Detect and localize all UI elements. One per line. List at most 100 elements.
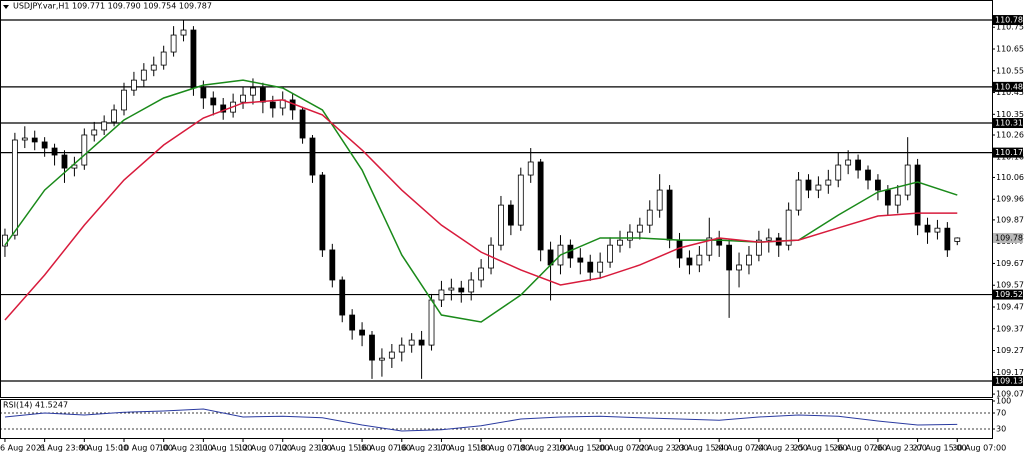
candle-body <box>736 264 742 271</box>
y-tick-label: 109.670 <box>996 259 1024 268</box>
candle-body <box>309 137 316 176</box>
candle-body <box>894 194 901 206</box>
candle-body <box>428 299 435 346</box>
candle-body <box>636 224 643 233</box>
candle-body <box>388 351 395 359</box>
candle-body <box>954 237 961 242</box>
x-tick-label: 26 Aug 23:00 <box>873 444 927 453</box>
rsi-tick-label: 70 <box>996 409 1006 418</box>
candle-body <box>170 34 177 53</box>
y-tick-label: 110.455 <box>996 88 1024 97</box>
candle-body <box>696 254 703 266</box>
candle-body <box>121 89 127 111</box>
candle-body <box>884 189 891 206</box>
candle-body <box>190 29 197 89</box>
y-tick-label: 110.555 <box>996 66 1024 75</box>
level-label: 109.527 <box>995 290 1024 299</box>
x-tick-label: 26 Aug 07:00 <box>833 444 887 453</box>
candle-body <box>865 169 871 181</box>
level-tag <box>993 289 1023 300</box>
x-tick-label: 24 Aug 23:00 <box>754 444 808 453</box>
candle-body <box>210 97 217 106</box>
y-tick-label: 109.270 <box>996 346 1024 355</box>
x-tick-label: 24 Aug 07:00 <box>714 444 768 453</box>
candle-body <box>220 104 227 113</box>
candle-body <box>587 261 594 273</box>
y-tick-label: 110.355 <box>996 110 1024 119</box>
candle-body <box>507 204 514 226</box>
rsi-line <box>4 408 958 432</box>
level-label: 110.481 <box>995 82 1024 91</box>
candle-body <box>81 134 88 166</box>
level-label: 110.315 <box>995 119 1024 128</box>
candle-body <box>299 109 306 139</box>
candle-body <box>319 174 326 251</box>
candle-body <box>855 159 861 171</box>
candle-body <box>61 154 68 169</box>
candle-body <box>398 344 405 353</box>
y-tick-label: 109.070 <box>996 390 1024 399</box>
x-tick-label: 13 Aug 15:00 <box>317 444 371 453</box>
x-tick-label: 23 Aug 15:00 <box>675 444 729 453</box>
candle-body <box>379 357 385 361</box>
candle-body <box>101 121 108 131</box>
candle-body <box>369 334 375 361</box>
x-tick-label: 12 Aug 07:00 <box>238 444 292 453</box>
x-tick-label: 17 Aug 15:00 <box>436 444 490 453</box>
candle-body <box>51 147 58 156</box>
level-label: 110.179 <box>995 148 1024 157</box>
candle-body <box>349 314 356 331</box>
x-tick-label: 10 Aug 07:00 <box>119 444 173 453</box>
candle-body <box>845 159 852 166</box>
x-tick-label: 22 Aug 23:00 <box>635 444 689 453</box>
candle-body <box>765 237 772 241</box>
y-tick-label: 109.965 <box>996 195 1024 204</box>
candle-body <box>140 69 147 81</box>
price-label: 109.787 <box>995 233 1024 242</box>
y-tick-label: 110.065 <box>996 173 1024 182</box>
candle-body <box>944 227 951 251</box>
price-tag <box>993 232 1023 243</box>
y-tick-label: 110.655 <box>996 44 1024 53</box>
x-tick-label: 16 Aug 07:00 <box>357 444 411 453</box>
y-tick-label: 109.170 <box>996 368 1024 377</box>
candle-body <box>180 29 187 36</box>
candle-body <box>755 239 762 256</box>
main-pane <box>0 0 993 398</box>
candle-body <box>666 189 673 241</box>
x-tick-label: 18 Aug 23:00 <box>516 444 570 453</box>
x-tick-label: 12 Aug 23:00 <box>278 444 332 453</box>
menu-arrow[interactable] <box>3 5 9 9</box>
candle-body <box>577 257 584 263</box>
candle-body <box>21 137 28 141</box>
candle-body <box>240 94 246 103</box>
level-tag <box>993 118 1023 129</box>
x-tick-label: 6 Aug 2021 <box>0 444 46 453</box>
x-tick-label: 11 Aug 15:00 <box>198 444 252 453</box>
y-tick-label: 109.470 <box>996 302 1024 311</box>
candle-body <box>498 204 504 246</box>
level-label: 110.788 <box>995 16 1024 25</box>
level-label: 109.130 <box>995 377 1024 386</box>
y-tick-label: 109.370 <box>996 324 1024 333</box>
candle-body <box>785 209 792 246</box>
candle-body <box>478 267 485 281</box>
candle-body <box>468 279 475 293</box>
candle-body <box>656 189 663 211</box>
candle-body <box>517 174 524 226</box>
candle-body <box>329 249 336 281</box>
symbol: USDJPY.var,H1 <box>13 2 69 11</box>
x-tick-label: 30 Aug 07:00 <box>952 444 1006 453</box>
candle-body <box>904 164 911 196</box>
candle-body <box>815 184 822 191</box>
candle-body <box>438 289 445 301</box>
candle-body <box>91 129 98 136</box>
level-tag <box>993 81 1023 92</box>
candle-body <box>825 179 832 186</box>
candle-body <box>408 339 415 346</box>
candle-body <box>597 261 604 273</box>
candle-body <box>150 64 157 71</box>
candle-body <box>131 79 137 91</box>
candle-body <box>805 179 812 191</box>
